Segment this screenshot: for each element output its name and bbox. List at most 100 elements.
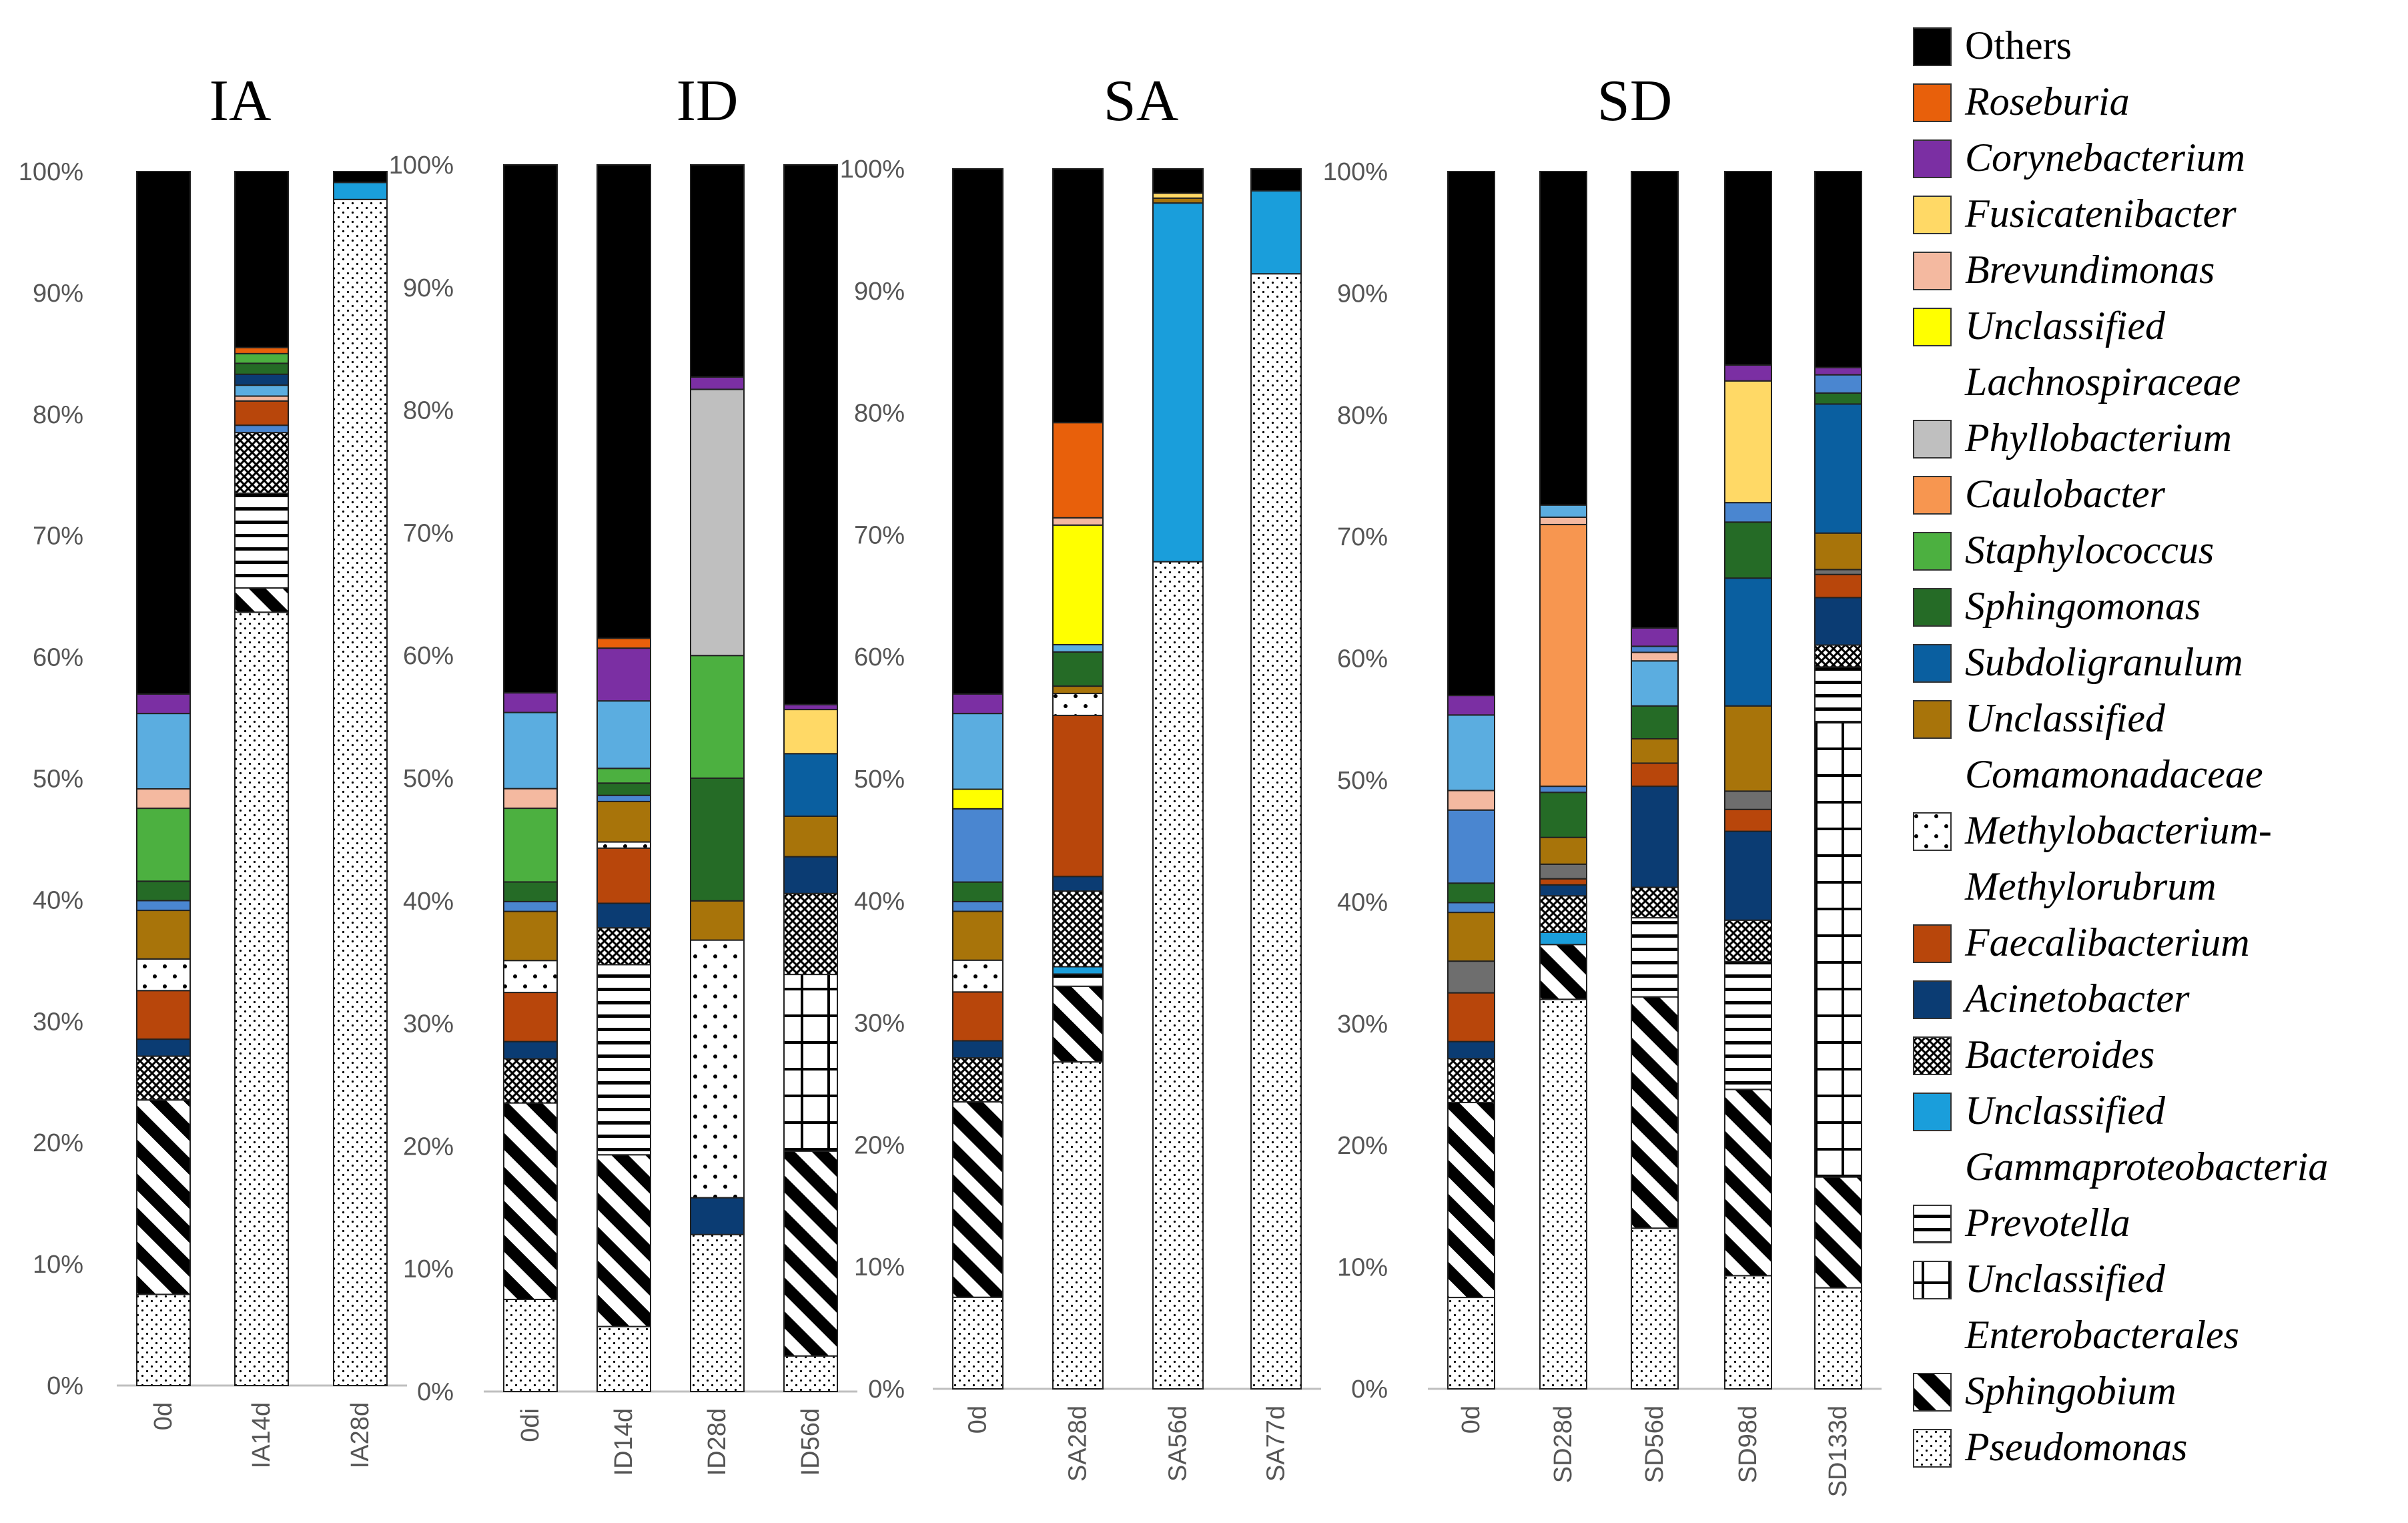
x-tick-label: 0d	[964, 1406, 992, 1434]
legend-label: Unclassified Comamonadaceae	[1965, 696, 2263, 796]
segment-mid-blue	[1539, 786, 1587, 794]
segment-corynebacterium	[690, 376, 745, 390]
segment-roseburia	[596, 637, 651, 649]
y-tick-label: 20%	[403, 1133, 454, 1161]
segment-corynebacterium	[136, 693, 191, 715]
y-tick-label: 80%	[1337, 402, 1388, 430]
x-tick-label: IA14d	[248, 1402, 276, 1468]
segment-prevotella	[1814, 666, 1862, 723]
segment-subdoligranulum	[1814, 403, 1862, 534]
legend-label: Unclassified Lachnospiraceae	[1964, 304, 2241, 404]
legend-item-acinetobacter: Acinetobacter	[1913, 976, 2190, 1020]
legend-swatch	[1913, 1205, 1952, 1243]
panel-title: IA	[210, 69, 272, 133]
panels-layer: IA 0% 10% 20% 30% 40% 50% 60% 70% 80% 90% 100% 0d IA1…	[19, 69, 1882, 1497]
legend-item-methylobacterium-methylorubrum: Methylobacterium-Methylorubrum	[1913, 808, 2272, 908]
segment-sphingomonas	[136, 880, 191, 902]
segment-bacteroides	[1447, 1058, 1495, 1103]
segment-acinetobacter	[1724, 830, 1772, 921]
segment-unclassified-comamonadaceae	[596, 800, 651, 843]
segment-brevundimonas	[1631, 651, 1679, 662]
legend-swatch	[1913, 252, 1952, 290]
segment-sphingomonas	[1447, 882, 1495, 904]
segment-acinetobacter	[690, 1197, 745, 1235]
segment-brevundimonas	[1052, 517, 1104, 526]
y-tick-label: 40%	[33, 886, 83, 914]
segment-faecalibacterium	[503, 992, 558, 1042]
segment-acinetobacter	[596, 902, 651, 929]
x-tick-label: ID28d	[703, 1408, 731, 1476]
segment-corynebacterium	[952, 693, 1004, 715]
segment-mid-blue	[952, 900, 1004, 912]
segment-prevotella	[1631, 917, 1679, 998]
segment-others	[783, 164, 838, 705]
panel-sa: SA 0% 10% 20% 30% 40% 50% 60% 70% 80% 90% 100% 0d SA2…	[840, 69, 1321, 1482]
y-tick-label: 80%	[33, 401, 83, 429]
legend-label: Fusicatenibacter	[1964, 192, 2237, 236]
segment-bacteroides	[952, 1057, 1004, 1103]
segment-sphingomonas	[503, 881, 558, 902]
legend-item-unclassified-lachnospiraceae: Unclassified Lachnospiraceae	[1913, 304, 2241, 404]
segment-light-blue	[234, 384, 289, 397]
segment-light-blue	[503, 711, 558, 790]
segment-mid-blue	[136, 900, 191, 912]
bar-ia28d	[333, 171, 388, 1386]
y-tick-label: 100%	[19, 158, 83, 186]
legend-swatch	[1913, 196, 1952, 234]
segment-others	[136, 171, 191, 695]
segment-pseudomonas	[1152, 561, 1204, 1390]
legend-label: Faecalibacterium	[1964, 920, 2250, 964]
segment-fusicatenibacter	[1152, 192, 1204, 199]
y-tick-label: 70%	[403, 519, 454, 547]
legend-item-fusicatenibacter: Fusicatenibacter	[1913, 192, 2237, 236]
segment-light-blue	[952, 713, 1004, 790]
segment-sphingobium	[1814, 1176, 1862, 1289]
y-tick-label: 20%	[1337, 1132, 1388, 1160]
segment-sphingobium	[1447, 1101, 1495, 1299]
segment-staphylococcus	[690, 655, 745, 780]
segment-mid-blue	[1631, 645, 1679, 653]
segment-brevundimonas	[1447, 790, 1495, 811]
legend-item-bacteroides: Bacteroides	[1913, 1032, 2154, 1077]
segment-methylobacterium-methylorubrum	[952, 959, 1004, 993]
legend-label: Pseudomonas	[1964, 1425, 2187, 1469]
segment-sphingobium	[1724, 1089, 1772, 1277]
segment-unclassified-gammaproteobacteria	[1539, 932, 1587, 946]
y-tick-label: 60%	[403, 642, 454, 670]
segment-mid-blue	[1814, 374, 1862, 394]
legend-item-subdoligranulum: Subdoligranulum	[1913, 640, 2243, 684]
y-tick-label: 70%	[854, 521, 905, 549]
legend-item-sphingomonas: Sphingomonas	[1913, 584, 2200, 628]
legend-label: Brevundimonas	[1965, 248, 2215, 292]
segment-corynebacterium	[783, 703, 838, 711]
legend-label: Sphingomonas	[1965, 584, 2200, 628]
x-tick-label: ID14d	[610, 1408, 638, 1476]
y-tick-label: 50%	[1337, 767, 1388, 795]
legend-label: Prevotella	[1964, 1201, 2130, 1245]
legend: Others Roseburia Corynebacterium Fusicateni…	[1913, 23, 2328, 1469]
segment-subdoligranulum	[783, 753, 838, 817]
segment-others	[1052, 168, 1104, 424]
y-tick-label: 30%	[1337, 1010, 1388, 1038]
legend-swatch	[1913, 532, 1952, 571]
panel-title: SA	[1104, 69, 1179, 133]
segment-unclassified-lachnospiraceae	[952, 788, 1004, 810]
segment-others	[1724, 171, 1772, 366]
segment-acinetobacter	[136, 1038, 191, 1057]
segment-others	[1447, 171, 1495, 697]
y-tick-label: 90%	[33, 280, 83, 308]
segment-acinetobacter	[952, 1040, 1004, 1059]
x-tick-label: 0d	[149, 1402, 177, 1430]
legend-swatch	[1913, 476, 1952, 515]
segment-unclassified-comamonadaceae	[1724, 705, 1772, 792]
segment-others	[1250, 168, 1302, 192]
y-tick-label: 0%	[47, 1372, 83, 1400]
segment-corynebacterium	[596, 647, 651, 702]
segment-others	[1539, 171, 1587, 506]
segment-others	[234, 171, 289, 348]
segment-bacteroides	[1814, 644, 1862, 668]
y-tick-label: 10%	[854, 1253, 905, 1281]
y-tick-label: 20%	[854, 1131, 905, 1159]
segment-light-blue	[1052, 643, 1104, 653]
y-tick-label: 0%	[417, 1378, 454, 1406]
